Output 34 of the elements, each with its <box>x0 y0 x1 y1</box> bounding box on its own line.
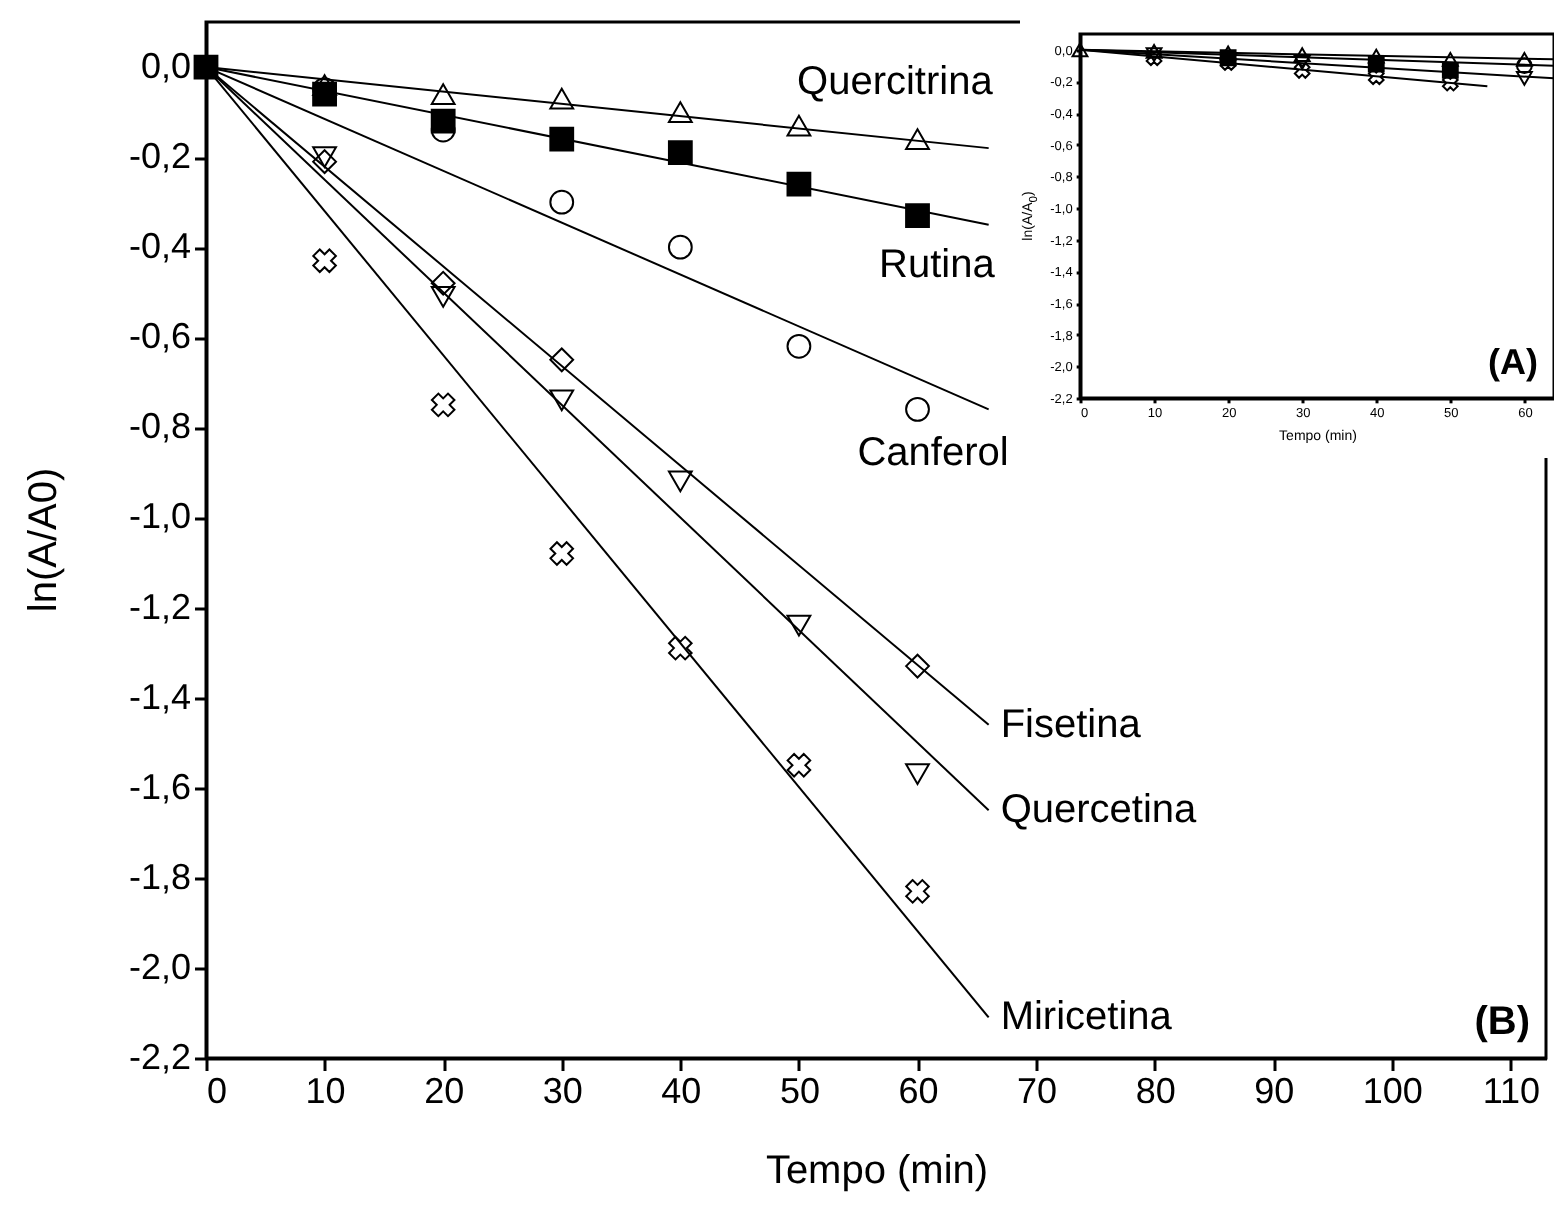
series-label: Quercetina <box>1000 788 1199 833</box>
series-label: Fisetina <box>1000 702 1143 747</box>
x-tick-label: 80 <box>1135 1071 1176 1111</box>
y-tick-label: -2,0 <box>128 946 191 987</box>
y-tick-label: -2,2 <box>128 1037 191 1077</box>
y-tick-label: -1,6 <box>128 766 191 807</box>
y-tick-label: -1,0 <box>128 496 191 537</box>
x-tick-label: 90 <box>1254 1071 1295 1111</box>
series-label: Miricetina <box>1000 995 1174 1040</box>
series-label: Rutina <box>879 242 997 287</box>
y-tick-label: -0,6 <box>128 316 191 357</box>
x-tick-label: 0 <box>207 1071 228 1111</box>
y-tick-label: -0,2 <box>128 136 191 177</box>
y-tick-label: -1,2 <box>128 586 191 627</box>
x-axis-title: Tempo (min) <box>765 1149 989 1193</box>
annotation: (A) <box>1488 342 1538 382</box>
x-tick-label: 60 <box>898 1071 939 1111</box>
x-tick-label: 20 <box>424 1071 465 1111</box>
x-tick-label: 100 <box>1362 1071 1423 1111</box>
y-tick-label: -1,8 <box>128 856 191 897</box>
x-tick-label: 50 <box>779 1071 820 1111</box>
series-label: Quercitrina <box>797 60 995 105</box>
x-tick-label: 10 <box>305 1071 346 1111</box>
annotation: (B) <box>1474 1000 1530 1044</box>
y-axis-title: ln(A/A0) <box>22 467 66 613</box>
x-tick-label: 30 <box>542 1071 583 1111</box>
y-tick-label: -0,8 <box>128 406 191 447</box>
x-tick-label: 70 <box>1017 1071 1058 1111</box>
x-tick-label: 40 <box>661 1071 702 1111</box>
y-tick-label: -1,4 <box>128 676 191 717</box>
series-label: Canferol <box>857 431 1009 476</box>
x-tick-label: 110 <box>1482 1071 1541 1111</box>
y-tick-label: -0,4 <box>128 226 191 267</box>
y-tick-label: 0,0 <box>140 46 191 87</box>
